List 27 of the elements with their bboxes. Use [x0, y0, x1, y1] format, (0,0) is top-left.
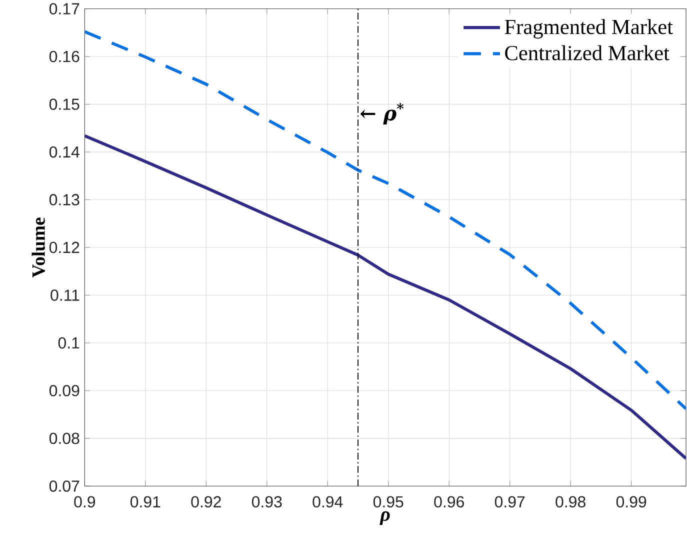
x-tick-label: 0.96	[434, 496, 464, 508]
y-tick-label: 0.17	[49, 3, 80, 14]
x-tick-label: 0.93	[252, 496, 282, 508]
x-tick-label: 0.91	[130, 496, 160, 508]
y-axis-title: Volume	[32, 218, 46, 278]
y-tick-label: 0.07	[49, 480, 80, 492]
x-tick-label: 0.97	[494, 496, 525, 508]
x-tick-label: 0.95	[373, 496, 404, 508]
y-tick-label: 0.13	[49, 194, 80, 206]
line-series	[84, 134, 686, 460]
y-tick-label: 0.16	[49, 50, 80, 62]
x-tick-label: 0.9	[74, 496, 96, 508]
x-tick-label: 0.92	[191, 496, 221, 508]
legend-label: Fragmented Market	[504, 19, 673, 39]
x-tick-label: 0.94	[312, 496, 343, 508]
y-tick-label: 0.12	[49, 242, 80, 254]
x-tick-label: 0.99	[616, 496, 646, 508]
x-axis-title: ρ	[380, 511, 390, 525]
x-tick-label: 0.98	[556, 496, 586, 508]
legend-label: Centralized Market	[505, 45, 670, 60]
y-tick-label: 0.15	[49, 98, 80, 110]
y-tick-label: 0.11	[50, 290, 80, 301]
y-tick-label: 0.08	[49, 432, 80, 444]
ref-line-label: ← ρ$^{*}$	[360, 103, 404, 125]
y-tick-label: 0.14	[49, 146, 80, 158]
y-tick-label: 0.09	[49, 384, 80, 396]
y-tick-label: 0.1	[58, 337, 80, 349]
